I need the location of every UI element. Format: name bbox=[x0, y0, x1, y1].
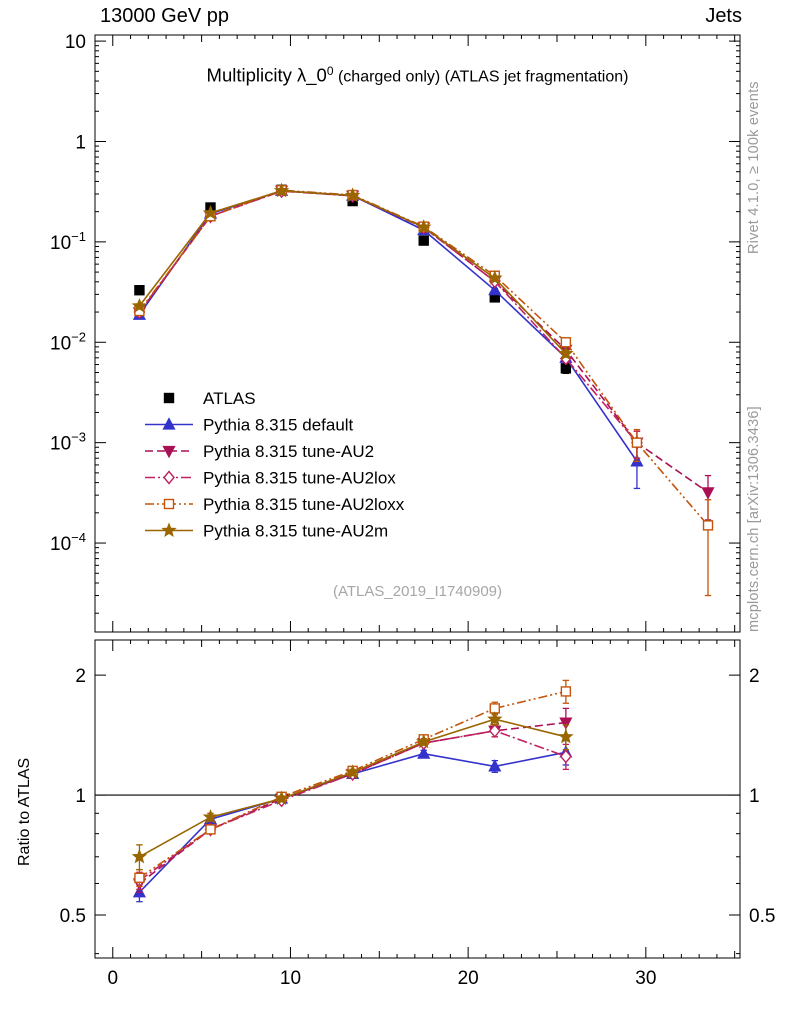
series-pythia-8-315-tune-au2m bbox=[131, 182, 574, 361]
star-marker bbox=[416, 219, 432, 234]
legend-label: Pythia 8.315 tune-AU2m bbox=[203, 522, 388, 541]
square-marker bbox=[560, 337, 572, 348]
square-marker bbox=[205, 824, 216, 835]
mcplots-credit-label: mcplots.cern.ch [arXiv:1306.3436] bbox=[746, 406, 762, 632]
series-pythia-8-315-tune-au2loxx bbox=[134, 679, 572, 888]
legend: ATLAS Pythia 8.315 default Pythia 8.315 tu… bbox=[145, 389, 405, 541]
legend-entry: Pythia 8.315 tune-AU2m bbox=[145, 522, 388, 541]
star-marker bbox=[344, 187, 361, 203]
triangle-up-marker bbox=[488, 759, 502, 772]
star-marker bbox=[202, 809, 219, 824]
y-tick-label: 10−2 bbox=[50, 329, 86, 354]
star-marker bbox=[273, 790, 290, 806]
legend-entry: Pythia 8.315 tune-AU2 bbox=[145, 442, 374, 461]
square-marker bbox=[560, 686, 572, 697]
x-tick-label: 0 bbox=[107, 968, 118, 989]
star-marker bbox=[558, 345, 574, 361]
ratio-y-tick-label: 1 bbox=[75, 786, 86, 807]
square-marker bbox=[163, 498, 175, 510]
star-marker bbox=[131, 848, 148, 864]
legend-label: Pythia 8.315 tune-AU2loxx bbox=[203, 495, 405, 514]
plot-title: Multiplicity λ_00 (charged only) (ATLAS … bbox=[95, 64, 740, 86]
main-panel: 10−4 10−3 10−2 10−1 1 10 ATLAS Pythia 8.315 def… bbox=[50, 32, 741, 633]
series-atlas bbox=[134, 184, 572, 375]
square-marker bbox=[702, 520, 714, 531]
ratio-y-tick-label-right: 1 bbox=[749, 786, 760, 807]
legend-label: ATLAS bbox=[203, 389, 256, 408]
ratio-axis-label: Ratio to ATLAS bbox=[16, 757, 33, 866]
star-marker bbox=[487, 711, 503, 726]
plot-title-qualifier: (charged only) (ATLAS jet fragmentation) bbox=[333, 68, 629, 86]
star-marker bbox=[273, 182, 290, 198]
star-marker bbox=[416, 733, 432, 749]
square-marker bbox=[134, 285, 145, 296]
star-marker bbox=[161, 522, 177, 538]
diamond-marker bbox=[163, 470, 175, 485]
ratio-y-tick-label-right: 2 bbox=[749, 666, 760, 687]
triangle-up-marker bbox=[162, 417, 176, 430]
legend-entry: Pythia 8.315 tune-AU2lox bbox=[145, 469, 396, 488]
plot-title-superscript: 0 bbox=[326, 64, 334, 78]
diamond-marker bbox=[559, 749, 572, 764]
star-marker bbox=[558, 728, 574, 744]
series-pythia-8-315-tune-au2 bbox=[132, 707, 573, 893]
y-tick-label: 1 bbox=[75, 132, 86, 153]
star-marker bbox=[131, 297, 148, 313]
rivet-version-label: Rivet 4.1.0, ≥ 100k events bbox=[746, 81, 762, 254]
ratio-y-tick-label-right: 0.5 bbox=[749, 906, 775, 927]
legend-label: Pythia 8.315 tune-AU2lox bbox=[203, 469, 396, 488]
legend-label: Pythia 8.315 default bbox=[203, 416, 354, 435]
square-marker bbox=[631, 437, 643, 448]
legend-label: Pythia 8.315 tune-AU2 bbox=[203, 442, 374, 461]
triangle-up-marker bbox=[488, 282, 502, 296]
y-tick-label: 10−4 bbox=[50, 530, 86, 555]
star-marker bbox=[487, 270, 503, 285]
triangle-up-marker bbox=[417, 746, 431, 759]
triangle-down-marker bbox=[701, 487, 715, 500]
header-analysis-group: Jets bbox=[705, 5, 742, 27]
square-marker bbox=[418, 235, 429, 246]
ratio-panel: 0 10 20 30 0.5 0.5 1 1 2 2 bbox=[60, 639, 775, 989]
triangle-down-marker bbox=[559, 717, 573, 730]
x-tick-label: 10 bbox=[280, 968, 301, 989]
series-pythia-8-315-tune-au2m bbox=[131, 711, 574, 871]
y-tick-label: 10 bbox=[65, 32, 86, 53]
ratio-y-tick-label: 0.5 bbox=[60, 906, 86, 927]
series-pythia-8-315-tune-au2lox bbox=[133, 723, 572, 890]
ratio-y-tick-label: 2 bbox=[75, 666, 86, 687]
y-tick-label: 10−3 bbox=[50, 430, 86, 455]
x-tick-label: 30 bbox=[635, 968, 656, 989]
star-marker bbox=[202, 204, 219, 220]
main-frame bbox=[94, 34, 741, 633]
plot-title-observable: Multiplicity λ_0 bbox=[206, 64, 327, 86]
star-marker bbox=[344, 764, 361, 779]
diamond-marker bbox=[488, 723, 501, 738]
ratio-frame bbox=[94, 639, 741, 959]
triangle-down-marker bbox=[162, 445, 176, 459]
analysis-id-watermark: (ATLAS_2019_I1740909) bbox=[332, 583, 502, 600]
header-beam-energy: 13000 GeV pp bbox=[100, 5, 229, 27]
square-marker bbox=[134, 872, 145, 883]
legend-entry: ATLAS bbox=[163, 389, 256, 408]
square-marker bbox=[163, 392, 175, 404]
x-tick-label: 20 bbox=[458, 968, 479, 989]
legend-entry: Pythia 8.315 default bbox=[145, 416, 354, 435]
y-tick-label: 10−1 bbox=[50, 229, 86, 254]
legend-entry: Pythia 8.315 tune-AU2loxx bbox=[145, 495, 405, 514]
